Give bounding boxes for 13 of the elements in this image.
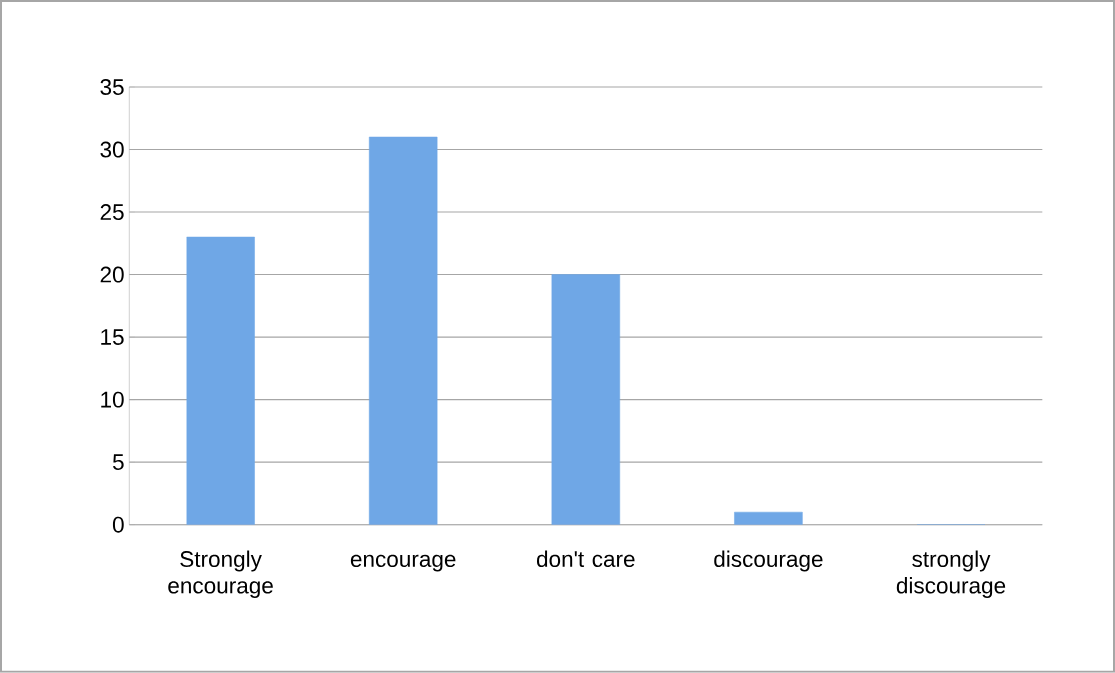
y-tick-label: 30	[100, 141, 124, 158]
y-tick-label: 5	[112, 454, 124, 471]
y-tick-label: 35	[100, 79, 124, 96]
y-tick-label: 0	[112, 516, 124, 533]
x-tick-label: discourage	[714, 550, 823, 572]
y-tick-label: 25	[100, 204, 124, 221]
y-tick-label: 10	[101, 391, 124, 408]
x-tick-label: Strongly encourage	[168, 550, 273, 599]
y-tick-label: 15	[101, 329, 124, 346]
y-tick-label: 20	[100, 266, 124, 283]
x-tick-label: encourage	[350, 554, 456, 572]
x-tick-label: strongly discourage	[896, 550, 1006, 599]
x-tick-label: don't care	[536, 550, 635, 568]
